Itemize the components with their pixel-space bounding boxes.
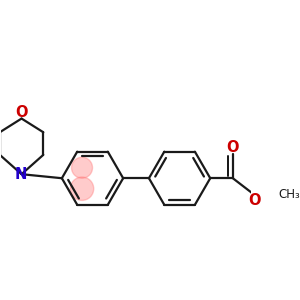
Text: O: O [226, 140, 239, 155]
Text: O: O [15, 105, 28, 120]
Text: CH₃: CH₃ [279, 188, 300, 201]
Circle shape [70, 177, 94, 200]
Text: N: N [15, 167, 27, 182]
Circle shape [71, 157, 92, 178]
Text: O: O [248, 193, 261, 208]
